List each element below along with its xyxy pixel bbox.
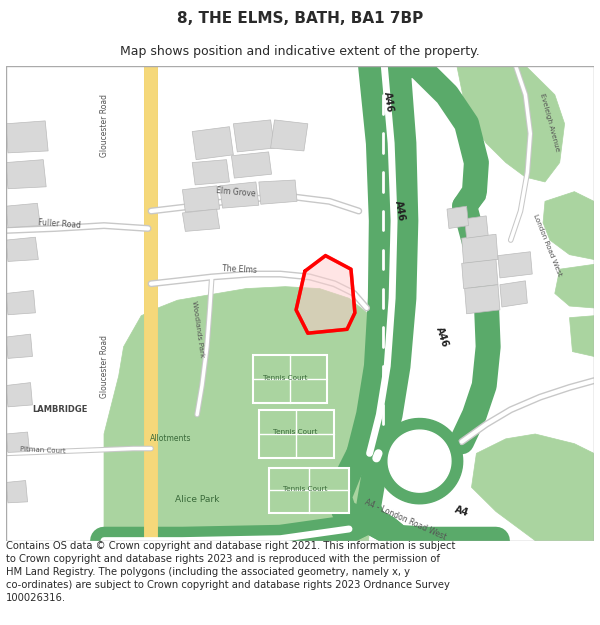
Text: Alice Park: Alice Park — [175, 496, 219, 504]
Polygon shape — [6, 291, 35, 315]
Polygon shape — [457, 66, 565, 182]
Text: A4 - London Road West: A4 - London Road West — [364, 498, 448, 541]
Text: A46: A46 — [434, 326, 450, 349]
Text: LAMBRIDGE: LAMBRIDGE — [32, 405, 88, 414]
Polygon shape — [6, 432, 29, 452]
Polygon shape — [447, 206, 469, 229]
Polygon shape — [266, 301, 344, 342]
Text: Map shows position and indicative extent of the property.: Map shows position and indicative extent… — [120, 45, 480, 58]
Text: Gloucester Road: Gloucester Road — [100, 94, 109, 158]
Polygon shape — [462, 234, 498, 263]
Polygon shape — [6, 334, 32, 358]
Polygon shape — [220, 182, 259, 208]
Polygon shape — [569, 316, 594, 356]
Text: Contains OS data © Crown copyright and database right 2021. This information is : Contains OS data © Crown copyright and d… — [6, 541, 455, 603]
Polygon shape — [269, 468, 349, 514]
Polygon shape — [462, 259, 498, 289]
Polygon shape — [182, 186, 220, 212]
Text: Pitman Court: Pitman Court — [20, 446, 66, 454]
Polygon shape — [498, 252, 532, 278]
Polygon shape — [232, 152, 272, 178]
Text: A46: A46 — [382, 91, 395, 114]
Text: Elm Grove: Elm Grove — [216, 186, 256, 199]
Text: A4: A4 — [454, 504, 470, 519]
Polygon shape — [383, 66, 413, 328]
Polygon shape — [6, 66, 594, 541]
Polygon shape — [6, 238, 38, 261]
Text: Gloucester Road: Gloucester Road — [100, 334, 109, 398]
Polygon shape — [376, 419, 463, 504]
Polygon shape — [271, 120, 308, 151]
Polygon shape — [543, 192, 594, 259]
Polygon shape — [192, 127, 233, 159]
Polygon shape — [500, 281, 527, 307]
Polygon shape — [6, 481, 28, 503]
Polygon shape — [296, 256, 355, 333]
Polygon shape — [6, 121, 48, 153]
Text: London Road West: London Road West — [532, 213, 562, 277]
Text: Woodlands Park: Woodlands Park — [191, 301, 205, 358]
Polygon shape — [259, 410, 334, 458]
Polygon shape — [192, 159, 229, 185]
Polygon shape — [472, 434, 594, 541]
Polygon shape — [233, 120, 275, 152]
Polygon shape — [259, 180, 297, 204]
Text: Fuller Road: Fuller Road — [38, 217, 82, 229]
Polygon shape — [464, 285, 500, 314]
Polygon shape — [104, 287, 376, 541]
Polygon shape — [253, 354, 328, 403]
Text: 8, THE ELMS, BATH, BA1 7BP: 8, THE ELMS, BATH, BA1 7BP — [177, 11, 423, 26]
Polygon shape — [6, 159, 46, 189]
Text: A46: A46 — [393, 200, 407, 222]
Text: Tennis Court: Tennis Court — [263, 375, 308, 381]
Text: Eveleigh Avenue: Eveleigh Avenue — [539, 92, 560, 152]
Polygon shape — [388, 430, 451, 492]
Polygon shape — [6, 203, 40, 228]
Polygon shape — [6, 382, 32, 407]
Text: Allotments: Allotments — [150, 434, 191, 443]
Polygon shape — [464, 216, 488, 238]
Text: Tennis Court: Tennis Court — [273, 429, 317, 435]
Text: Tennis Court: Tennis Court — [283, 486, 327, 492]
Polygon shape — [555, 264, 594, 308]
Polygon shape — [182, 209, 220, 231]
Text: The Elms: The Elms — [221, 264, 257, 274]
